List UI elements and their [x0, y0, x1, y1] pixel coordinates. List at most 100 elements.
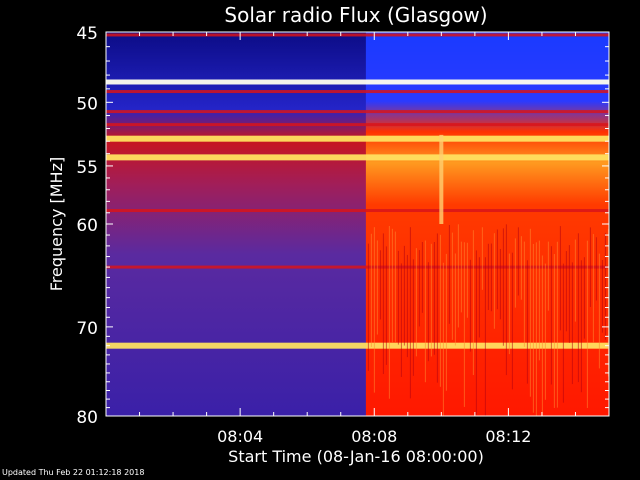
- burst-streak: [436, 233, 438, 383]
- plot-area: [106, 32, 609, 416]
- burst-streak: [481, 227, 483, 290]
- burst-streak: [523, 241, 525, 347]
- y-tick-label: 70: [76, 319, 98, 339]
- burst-streak: [379, 250, 381, 320]
- burst-streak: [565, 251, 567, 332]
- burst-streak: [442, 262, 444, 416]
- burst-streak: [478, 257, 480, 338]
- burst-streak: [394, 231, 396, 342]
- band-2: [106, 90, 609, 94]
- burst-streak: [607, 229, 609, 377]
- burst-streak: [427, 262, 429, 362]
- burst-streak: [508, 253, 510, 355]
- burst-streak: [475, 250, 477, 415]
- band-3: [106, 110, 609, 114]
- x-tick-label: 08:04: [217, 427, 263, 446]
- burst-streak: [439, 234, 441, 387]
- burst-streak: [370, 233, 372, 347]
- burst-streak: [547, 241, 549, 311]
- burst-streak: [589, 227, 591, 307]
- burst-streak: [553, 254, 555, 408]
- burst-streak: [517, 227, 519, 296]
- burst-streak: [601, 260, 603, 333]
- burst-streak: [454, 253, 456, 346]
- burst-streak: [535, 242, 537, 416]
- burst-streak: [571, 262, 573, 385]
- burst-streak: [544, 263, 546, 400]
- burst-streak: [451, 232, 453, 340]
- y-tick-label: 60: [76, 216, 98, 236]
- burst-streak: [598, 253, 600, 369]
- burst-streak: [415, 248, 417, 357]
- burst-streak: [583, 257, 585, 339]
- burst-streak: [445, 253, 447, 391]
- burst-streak: [496, 229, 498, 310]
- band-9: [106, 342, 609, 349]
- burst-streak: [562, 263, 564, 403]
- burst-streak: [595, 237, 597, 301]
- burst-streak: [367, 243, 369, 371]
- burst-streak: [580, 260, 582, 393]
- burst-streak: [403, 245, 405, 346]
- burst-streak: [418, 250, 420, 327]
- burst-streak: [490, 243, 492, 312]
- burst-streak: [574, 239, 576, 322]
- burst-streak: [457, 224, 459, 328]
- burst-streak: [550, 246, 552, 385]
- burst-streak: [532, 243, 534, 413]
- band-8: [106, 265, 609, 269]
- burst-streak: [604, 232, 606, 340]
- y-axis-label: Frequency [MHz]: [47, 157, 66, 291]
- burst-streak: [466, 242, 468, 318]
- burst-streak: [538, 240, 540, 361]
- burst-streak: [448, 224, 450, 324]
- band-4: [106, 123, 609, 127]
- burst-streak: [433, 242, 435, 355]
- x-tick-label: 08:08: [351, 427, 397, 446]
- burst-streak: [511, 252, 513, 390]
- burst-streak: [406, 254, 408, 358]
- burst-streak: [556, 241, 558, 408]
- burst-streak: [439, 134, 444, 224]
- burst-streak: [502, 228, 504, 346]
- burst-streak: [373, 227, 375, 393]
- burst-streak: [484, 257, 486, 416]
- burst-streak: [505, 224, 507, 376]
- burst-streak: [526, 260, 528, 384]
- burst-streak: [388, 226, 390, 399]
- y-tick-label: 45: [76, 24, 98, 44]
- x-axis-label: Start Time (08-Jan-16 08:00:00): [228, 447, 484, 466]
- burst-streak: [412, 259, 414, 376]
- band-1: [106, 79, 609, 85]
- burst-streak: [577, 233, 579, 383]
- burst-streaks: [367, 134, 609, 416]
- burst-streak: [487, 243, 489, 311]
- burst-streak: [493, 233, 495, 329]
- burst-streak: [472, 230, 474, 376]
- burst-streak: [559, 226, 561, 331]
- burst-streak: [385, 246, 387, 365]
- burst-streak: [382, 233, 384, 375]
- burst-streak: [469, 259, 471, 352]
- burst-streak: [568, 245, 570, 343]
- y-axis: 45 50 55 60 70 80: [76, 24, 609, 428]
- interference-bands: [106, 33, 609, 349]
- burst-streak: [424, 240, 426, 383]
- updated-timestamp: Updated Thu Feb 22 01:12:18 2018: [2, 468, 145, 477]
- chart-title: Solar radio Flux (Glasgow): [224, 3, 487, 27]
- y-tick-label: 55: [76, 158, 98, 178]
- y-tick-label: 50: [76, 94, 98, 114]
- active-region: [365, 32, 609, 416]
- burst-streak: [460, 241, 462, 313]
- burst-streak: [520, 236, 522, 300]
- burst-streak: [514, 238, 516, 308]
- burst-streak: [400, 263, 402, 377]
- burst-streak: [430, 243, 432, 357]
- band-6: [106, 154, 609, 161]
- burst-streak: [391, 228, 393, 343]
- band-5: [106, 135, 609, 142]
- band-7: [106, 209, 609, 213]
- burst-streak: [529, 228, 531, 397]
- burst-streak: [541, 255, 543, 416]
